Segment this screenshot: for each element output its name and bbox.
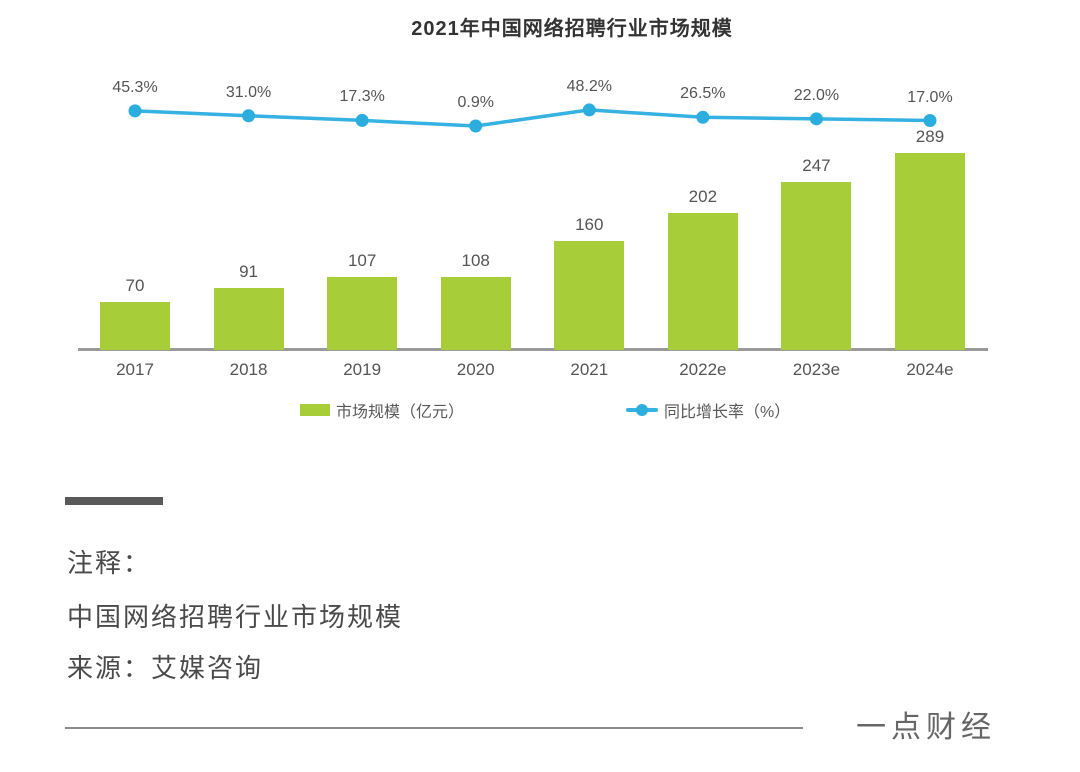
x-axis-label-2019: 2019 <box>343 360 382 379</box>
bar-2018 <box>213 288 284 350</box>
growth-rate-label-2018: 31.0% <box>225 83 272 101</box>
footer-accent-bar <box>65 497 163 505</box>
bar-value-label-2023e: 247 <box>802 156 831 176</box>
growth-rate-label-2024e: 17.0% <box>907 88 953 106</box>
bar-value-label-2019: 107 <box>347 251 377 271</box>
growth-rate-label-2017: 45.3% <box>112 78 158 96</box>
legend-item-growth-rate: 同比增长率（%） <box>626 400 791 421</box>
bar-value-label-2021: 160 <box>575 215 604 235</box>
legend-item-market-size: 市场规模（亿元） <box>300 400 465 421</box>
source-text: 来源：艾媒咨询 <box>67 653 264 683</box>
x-axis-label-2023e: 2023e <box>792 360 841 379</box>
x-axis-label-2022e: 2022e <box>679 360 727 379</box>
note-label: 注释： <box>67 548 152 578</box>
line-point-2020 <box>469 119 483 133</box>
chart-title: 2021年中国网络招聘行业市场规模 <box>411 18 733 40</box>
line-series-marker-icon <box>626 404 658 416</box>
brand-logo-text: 一点财经 <box>856 711 996 744</box>
bar-2020 <box>440 276 511 350</box>
growth-rate-label-2023e: 22.0% <box>793 86 840 104</box>
line-point-2018 <box>242 109 256 123</box>
legend-label-growth-rate: 同比增长率（%） <box>664 404 791 421</box>
bar-series-swatch-icon <box>300 404 330 416</box>
growth-rate-label-2022e: 26.5% <box>680 85 726 103</box>
growth-rate-label-2021: 48.2% <box>566 77 612 95</box>
x-axis-label-2020: 2020 <box>456 360 495 379</box>
line-point-2017 <box>128 104 142 118</box>
line-point-2024e <box>923 114 937 128</box>
x-axis-line <box>78 348 988 351</box>
bar-value-label-2020: 108 <box>461 250 490 270</box>
note-text: 中国网络招聘行业市场规模 <box>67 602 404 632</box>
x-axis-label-2018: 2018 <box>229 360 268 379</box>
legend-label-market-size: 市场规模（亿元） <box>336 404 465 421</box>
x-axis-label-2021: 2021 <box>570 360 609 379</box>
x-axis-label-2024e: 2024e <box>906 360 954 379</box>
bar-2019 <box>327 277 398 350</box>
footer-divider-line <box>65 727 803 729</box>
bar-2024e <box>894 153 965 350</box>
bar-value-label-2024e: 289 <box>915 127 945 147</box>
bar-value-label-2018: 91 <box>239 262 259 282</box>
x-axis-label-2017: 2017 <box>116 360 154 379</box>
bar-value-label-2022e: 202 <box>688 186 718 206</box>
chart-plot-area: 70 45.3% 2017 91 31.0% 2018 107 17.3% 2019 108 0.9… <box>78 77 988 379</box>
bar-2021 <box>554 241 625 350</box>
bar-2017 <box>100 302 170 350</box>
line-point-2023e <box>809 112 823 126</box>
growth-rate-line <box>128 103 937 133</box>
line-point-2019 <box>355 113 369 127</box>
bar-2022e <box>667 212 738 350</box>
growth-rate-label-2019: 17.3% <box>339 88 385 106</box>
line-point-2022e <box>696 110 710 124</box>
line-point-2021 <box>582 103 596 117</box>
growth-rate-label-2020: 0.9% <box>457 94 494 111</box>
bar-value-label-2017: 70 <box>125 276 145 296</box>
bar-2023e <box>781 182 852 350</box>
